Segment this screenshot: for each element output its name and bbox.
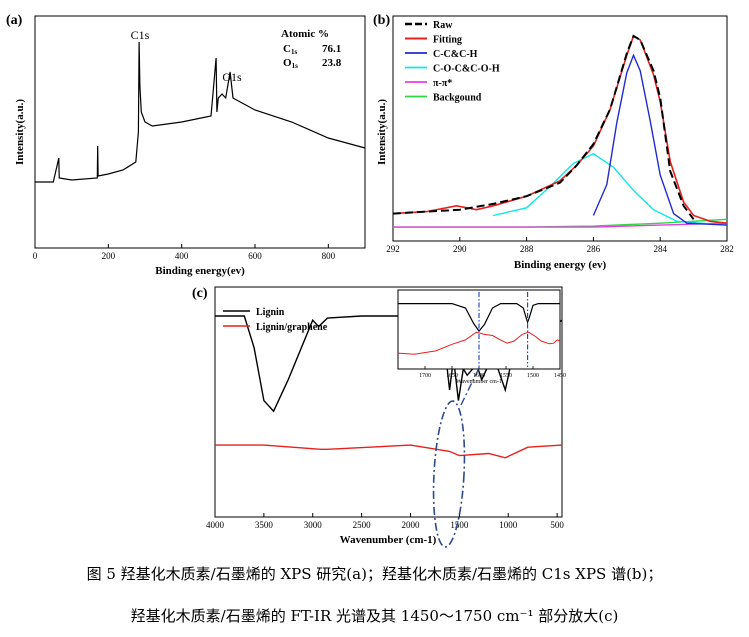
zoom-ellipse <box>432 400 466 548</box>
inset-tick-label: 1650 <box>446 373 458 379</box>
peak-label-o1s: O1s <box>222 70 242 84</box>
peak-label-c1s: C1s <box>131 28 150 42</box>
panel-b-x-ticks: 292 290 288 286 284 282 <box>386 237 734 254</box>
inset-tick-label: 1550 <box>500 373 512 379</box>
atomic-row-o: O1s 23.8 <box>283 57 342 70</box>
panel-a-label: (a) <box>6 13 23 28</box>
panel-a-xlabel: Binding energy(ev) <box>155 265 245 277</box>
atomic-el-c: C <box>283 43 291 55</box>
atomic-row-c: C1s 76.1 <box>283 43 341 56</box>
legend-label: Raw <box>433 20 453 31</box>
panel-c-tick-label: 4000 <box>206 520 225 530</box>
legend-label: Lignin/graphene <box>256 322 328 333</box>
panel-b-tick-label: 282 <box>720 244 734 254</box>
panel-c-tick-label: 1000 <box>499 520 518 530</box>
panel-b-xlabel: Binding energy (ev) <box>514 259 607 271</box>
series-raw <box>392 34 695 220</box>
inset-xlabel: Wavenumber cm-1 <box>456 379 502 385</box>
panel-b-legend: Raw Fitting C-C&C-H C-O-C&C-O-H π-π* Backgoun… <box>405 20 500 104</box>
inset-tick-label: 1600 <box>473 373 485 379</box>
panel-a-tick-label: 0 <box>33 251 38 261</box>
atomic-val-o: 23.8 <box>322 57 342 69</box>
legend-label: Fitting <box>433 35 462 46</box>
inset-series-lignin <box>398 303 560 333</box>
inset-tick-label: 1700 <box>419 373 431 379</box>
legend-label: Backgound <box>433 93 482 104</box>
legend-label: Lignin <box>256 307 285 318</box>
series-ccch <box>592 53 728 226</box>
atomic-sub-o: 1s <box>292 62 299 70</box>
panel-b-tick-label: 286 <box>587 244 601 254</box>
legend-label: π-π* <box>433 78 452 89</box>
panel-c-tick-label: 2000 <box>401 520 420 530</box>
panel-a-tick-label: 800 <box>322 251 336 261</box>
panel-c-chart: (c) 4000 3500 3000 2500 2000 1500 1000 500 Lign… <box>192 286 566 548</box>
inset-series-lignin-graphene <box>397 331 561 355</box>
panel-b-series <box>392 34 728 228</box>
panel-b-tick-label: 292 <box>386 244 400 254</box>
series-coccoh <box>493 152 728 226</box>
atomic-el-o: O <box>283 57 292 69</box>
panel-a-x-ticks: 0 200 400 600 800 <box>33 244 336 261</box>
panel-a-tick-label: 200 <box>102 251 116 261</box>
inset-series <box>397 292 561 367</box>
panel-a-series <box>35 41 366 183</box>
figure-caption-line2: 羟基化木质素/石墨烯的 FT-IR 光谱及其 1450～1750 cm⁻¹ 部分… <box>130 607 619 625</box>
panel-a-frame <box>34 15 366 249</box>
panel-b-label: (b) <box>373 13 390 28</box>
svg-text:O1s: O1s <box>283 57 298 70</box>
panel-c-tick-label: 3000 <box>304 520 323 530</box>
panel-b-tick-label: 288 <box>520 244 534 254</box>
panel-a-ylabel: Intensity(a.u.) <box>14 99 26 165</box>
svg-text:C1s: C1s <box>283 43 297 56</box>
panel-c-series <box>215 315 563 459</box>
legend-label: C-O-C&C-O-H <box>433 64 500 75</box>
inset-tick-label: 1500 <box>527 373 539 379</box>
panel-c-xlabel: Wavenumber (cm-1) <box>340 534 437 546</box>
panel-c-label: (c) <box>192 286 208 301</box>
panel-b-tick-label: 284 <box>653 244 667 254</box>
panel-a-tick-label: 400 <box>175 251 189 261</box>
panel-a-tick-label: 600 <box>248 251 262 261</box>
figure-caption-line1: 图 5 羟基化木质素/石墨烯的 XPS 研究(a)；羟基化木质素/石墨烯的 C1… <box>86 565 663 583</box>
atomic-sub-c: 1s <box>291 48 298 56</box>
series-lignin <box>215 315 563 413</box>
panel-c-tick-label: 2500 <box>353 520 372 530</box>
panel-a-chart: (a) 0 200 400 600 800 C1s O1s Atomic % C1s 7… <box>6 13 366 277</box>
atomic-val-c: 76.1 <box>322 43 341 55</box>
panel-b-tick-label: 290 <box>453 244 467 254</box>
inset-tick-label: 1450 <box>554 373 566 379</box>
panel-c-legend: Lignin Lignin/graphene <box>223 307 328 333</box>
inset-x-ticks: 1700 1650 1600 1550 1500 1450 <box>419 366 566 379</box>
panel-b-frame <box>392 15 728 242</box>
series-survey <box>35 41 366 183</box>
panel-c-tick-label: 500 <box>550 520 564 530</box>
panel-c-tick-label: 1500 <box>450 520 469 530</box>
panel-b-ylabel: Intensity(a.u.) <box>376 99 388 165</box>
legend-label: C-C&C-H <box>433 49 478 60</box>
panel-b-chart: (b) 292 290 288 286 284 282 Raw Fitting C-C&C-H… <box>373 13 734 271</box>
zoom-connector <box>460 365 481 406</box>
series- <box>393 222 728 228</box>
panel-c-frame <box>214 286 563 518</box>
atomic-title: Atomic % <box>281 28 329 40</box>
series-ligningraphene <box>215 444 563 459</box>
panel-c-tick-label: 3500 <box>255 520 274 530</box>
panel-c-x-ticks: 4000 3500 3000 2500 2000 1500 1000 500 <box>206 513 564 530</box>
